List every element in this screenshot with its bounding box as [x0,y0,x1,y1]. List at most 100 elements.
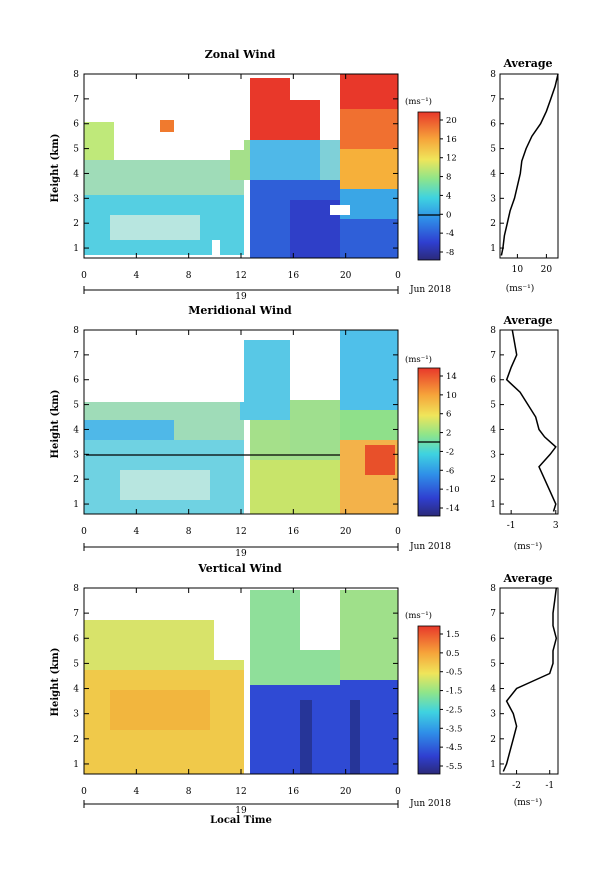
zonal-ytick-label: 4 [73,169,79,179]
zonal-avg-xtick-label: 20 [541,265,553,275]
vertical-ylabel: Height (km) [50,648,61,717]
vertical-date-label: Jun 2018 [409,799,451,809]
vertical-xlabel: Local Time [210,815,272,826]
zonal-xtick-label: 0 [81,271,87,281]
zonal-y-ticks: 1 12 23 34 45 56 67 78 8 [73,70,504,254]
zonal-cb-label: -8 [446,248,454,258]
zonal-cb-ticks: 20 16 12 8 4 0 -4 -8 [440,116,457,258]
zonal-avg-ytick-label: 6 [490,120,496,130]
vertical-cb-label: -4.5 [446,743,462,753]
vertical-avg-ytick-label: 8 [490,584,496,594]
zonal-cb-label: 4 [446,191,451,201]
meridional-xtick-label: 8 [186,527,192,537]
zonal-avg-ytick-label: 3 [490,194,496,204]
zonal-cb-label: 20 [446,116,457,126]
meridional-cb-label: 2 [446,429,451,439]
meridional-ytick-label: 8 [73,326,79,336]
zonal-ytick-label: 1 [73,244,79,254]
vertical-xtick-label: 12 [235,787,246,797]
zonal-xtick-label: 4 [133,271,139,281]
vertical-cb-label: -1.5 [446,687,462,697]
zonal-avg-ytick-label: 4 [490,169,496,179]
zonal-ytick-label: 3 [73,194,79,204]
zonal-xtick-label: 16 [288,271,300,281]
meridional-avg-ytick-label: 4 [490,425,496,435]
zonal-x-ticks: 0 4 8 12 16 20 0 [81,74,401,281]
vertical-avg-ytick-label: 7 [490,609,496,619]
vertical-cb-label: 1.5 [446,630,460,640]
panel-vertical: Vertical Wind 0 4 8 12 16 20 0 1 12 23 34 45 56 67 78… [50,562,559,826]
zonal-day-label: 19 [235,292,247,302]
zonal-cb-label: 0 [446,210,451,220]
zonal-xtick-label: 12 [235,271,246,281]
meridional-ytick-label: 2 [73,475,79,485]
zonal-avg-ytick-label: 2 [490,219,496,229]
zonal-cb-unit: (ms⁻¹) [405,96,432,107]
meridional-avg-xtick-label: 3 [553,521,559,531]
vertical-heatmap [84,588,398,774]
vertical-xtick-label: 16 [288,787,300,797]
vertical-cb-label: -3.5 [446,724,462,734]
vertical-cb-label: 0.5 [446,649,460,659]
vertical-cb-ticks: 1.5 0.5 -0.5 -1.5 -2.5 -3.5 -4.5 -5.5 [440,630,462,772]
zonal-heatmap [84,74,398,258]
zonal-avg-plot: 10 20 [500,73,559,275]
vertical-avg-ytick-label: 6 [490,634,496,644]
meridional-cb-label: 10 [446,391,457,401]
vertical-ytick-label: 2 [73,735,79,745]
zonal-avg-ytick-label: 8 [490,70,496,80]
vertical-ytick-label: 4 [73,685,79,695]
zonal-ytick-label: 7 [73,95,79,105]
meridional-heatmap [84,330,398,514]
vertical-ytick-label: 7 [73,609,79,619]
meridional-ylabel: Height (km) [50,390,61,459]
meridional-avg-xtick-label: -1 [507,521,516,531]
vertical-avg-line [502,587,558,772]
meridional-date-label: Jun 2018 [409,542,451,552]
vertical-cb-label: -5.5 [446,762,462,772]
zonal-cb-label: 16 [446,135,457,145]
vertical-cb-label: -0.5 [446,668,462,678]
vertical-avg-ytick-label: 4 [490,685,496,695]
meridional-avg-ytick-label: 6 [490,376,496,386]
meridional-cb-label: 14 [446,372,457,382]
zonal-colorbar [417,111,441,261]
meridional-xtick-label: 16 [288,527,300,537]
panel-zonal: Zonal Wind 0 4 8 12 16 20 0 1 [50,48,559,302]
vertical-avg-xlabel: (ms⁻¹) [514,797,543,808]
zonal-cb-label: 8 [446,173,451,183]
meridional-ytick-label: 3 [73,450,79,460]
zonal-avg-ytick-label: 7 [490,95,496,105]
meridional-avg-ytick-label: 2 [490,475,496,485]
meridional-ytick-label: 5 [73,401,79,411]
meridional-xtick-label: 0 [81,527,87,537]
zonal-ytick-label: 2 [73,219,79,229]
meridional-avg-ytick-label: 5 [490,401,496,411]
zonal-ytick-label: 8 [73,70,79,80]
vertical-ytick-label: 6 [73,634,79,644]
vertical-cb-label: -2.5 [446,705,462,715]
zonal-title: Zonal Wind [205,48,276,61]
zonal-avg-ytick-label: 1 [490,244,496,254]
meridional-avg-ytick-label: 7 [490,351,496,361]
zonal-ytick-label: 5 [73,145,79,155]
meridional-cb-label: 6 [446,410,451,420]
zonal-xtick-label: 0 [395,271,401,281]
zonal-xtick-label: 8 [186,271,192,281]
meridional-ytick-label: 4 [73,425,79,435]
meridional-avg-frame [499,329,559,515]
meridional-cb-label: -2 [446,447,454,457]
vertical-cb-unit: (ms⁻¹) [405,610,432,621]
meridional-cb-unit: (ms⁻¹) [405,354,432,365]
panel-meridional: Meridional Wind 0 4 8 12 16 20 0 1 12 23 34 45 56 67… [50,304,559,559]
vertical-avg-xtick-label: -1 [545,781,554,791]
vertical-y-ticks: 1 1 2 2 3 3 4 4 5 5 6 6 7 7 8 8 [73,584,504,770]
meridional-xtick-label: 4 [133,527,139,537]
vertical-avg-ytick-label: 2 [490,735,496,745]
meridional-x-ticks: 0 4 8 12 16 20 0 [81,330,401,537]
vertical-avg-title: Average [502,572,552,585]
vertical-avg-ytick-label: 5 [490,659,496,669]
vertical-ytick-label: 3 [73,710,79,720]
zonal-xtick-label: 20 [340,271,352,281]
